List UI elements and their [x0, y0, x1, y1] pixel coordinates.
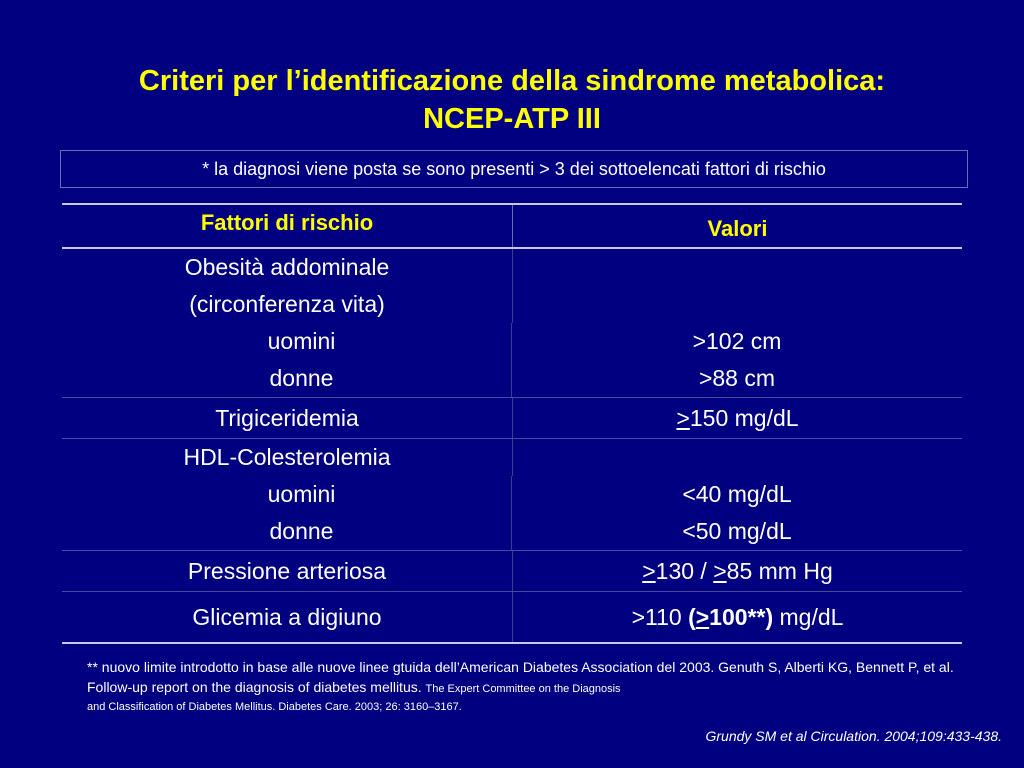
- glucose-value: >110 (>100**) mg/dL: [513, 592, 962, 642]
- table-row: Pressione arteriosa >130 / >85 mm Hg: [62, 551, 962, 591]
- criteria-table: Fattori di rischio Valori Obesità addomi…: [62, 203, 962, 644]
- obesity-sublabel: (circonferenza vita): [62, 286, 513, 323]
- obesity-women-value: >88 cm: [698, 365, 776, 391]
- glucose-label: Glicemia a digiuno: [62, 592, 513, 642]
- diagnosis-note: * la diagnosi viene posta se sono presen…: [60, 150, 968, 188]
- group-pressure: Pressione arteriosa >130 / >85 mm Hg: [62, 551, 962, 592]
- obesity-label: Obesità addominale: [62, 249, 513, 286]
- title-line-2: NCEP-ATP III: [423, 103, 601, 135]
- table-header: Fattori di rischio Valori: [62, 205, 962, 249]
- pressure-value: >130 / >85 mm Hg: [513, 551, 962, 591]
- glucose-bold-val: 100**): [709, 604, 774, 630]
- table-row: donne >88 cm: [62, 360, 962, 397]
- footnote-small-2: and Classification of Diabetes Mellitus.…: [87, 701, 462, 713]
- glucose-bold: (>100**): [688, 604, 773, 630]
- table-row: (circonferenza vita): [62, 286, 962, 323]
- obesity-men-label: uomini: [62, 323, 512, 360]
- footnote: ** nuovo limite introdotto in base alle …: [87, 657, 957, 715]
- pressure-op2: >: [713, 558, 727, 584]
- header-factor: Fattori di rischio: [62, 205, 513, 247]
- table-row: donne <50 mg/dL: [62, 513, 962, 550]
- triglycerides-label: Trigiceridemia: [62, 398, 513, 438]
- group-triglycerides: Trigiceridemia >150 mg/dL: [62, 398, 962, 439]
- triglycerides-op: >: [676, 405, 690, 431]
- citation: Grundy SM et al Circulation. 2004;109:43…: [705, 728, 1002, 744]
- table-row: Trigiceridemia >150 mg/dL: [62, 398, 962, 438]
- title-line-1: Criteri per l’identificazione della sind…: [138, 65, 886, 97]
- glucose-v2: mg/dL: [773, 604, 844, 630]
- pressure-op1: >: [642, 558, 656, 584]
- glucose-bold-open: (: [688, 604, 696, 630]
- group-hdl: HDL-Colesterolemia uomini <40 mg/dL donn…: [62, 439, 962, 551]
- glucose-bold-op: >: [695, 604, 710, 630]
- table-row: uomini <40 mg/dL: [62, 476, 962, 513]
- glucose-v1: >110: [631, 604, 689, 630]
- hdl-label: HDL-Colesterolemia: [62, 439, 513, 476]
- pressure-v1: 130 /: [655, 558, 714, 584]
- group-glucose: Glicemia a digiuno >110 (>100**) mg/dL: [62, 592, 962, 642]
- hdl-women-value: <50 mg/dL: [682, 518, 792, 544]
- obesity-women-label: donne: [62, 360, 512, 397]
- group-obesity: Obesità addominale (circonferenza vita) …: [62, 249, 962, 398]
- triglycerides-value: >150 mg/dL: [513, 398, 962, 438]
- footnote-text: ** nuovo limite introdotto in base alle …: [87, 659, 954, 695]
- hdl-men-label: uomini: [62, 476, 512, 513]
- table-row: HDL-Colesterolemia: [62, 439, 962, 476]
- pressure-label: Pressione arteriosa: [62, 551, 513, 591]
- header-value: Valori: [707, 216, 768, 241]
- hdl-women-label: donne: [62, 513, 512, 550]
- hdl-men-value: <40 mg/dL: [682, 481, 792, 507]
- table-row: Obesità addominale: [62, 249, 962, 286]
- footnote-small-1: The Expert Committee on the Diagnosis: [425, 683, 621, 695]
- obesity-men-value: >102 cm: [692, 328, 782, 354]
- triglycerides-num: 150 mg/dL: [689, 405, 799, 431]
- pressure-v2: 85 mm Hg: [726, 558, 833, 584]
- table-row: uomini >102 cm: [62, 323, 962, 360]
- page-title: Criteri per l’identificazione della sind…: [0, 62, 1024, 138]
- table-row: Glicemia a digiuno >110 (>100**) mg/dL: [62, 592, 962, 642]
